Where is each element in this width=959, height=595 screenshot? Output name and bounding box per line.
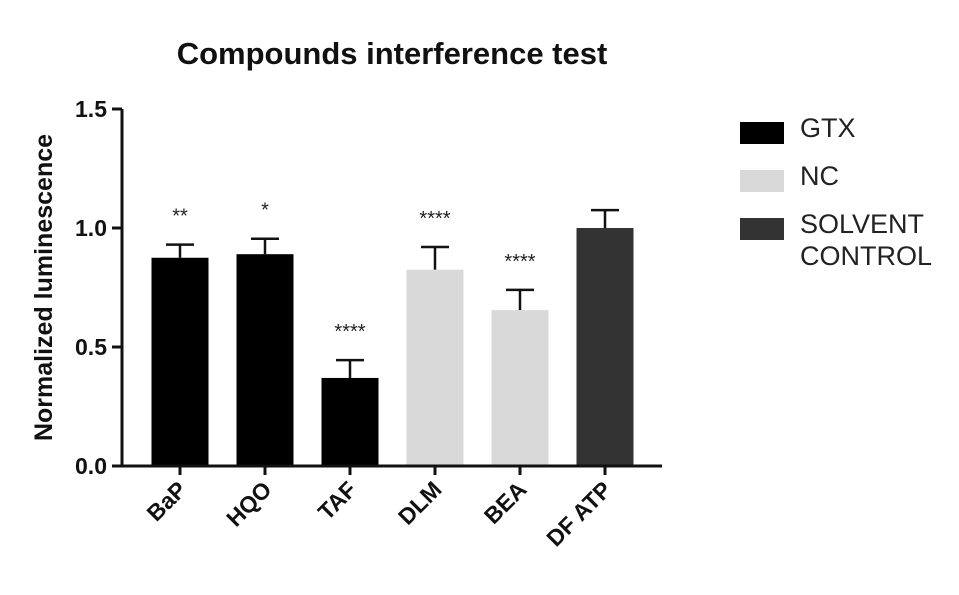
bar-taf — [321, 377, 379, 466]
legend-label: NC — [800, 161, 839, 191]
significance-hqo: * — [261, 200, 269, 222]
x-tick-label-bea: BEA — [479, 476, 532, 529]
x-tick-label-taf: TAF — [313, 476, 362, 525]
legend-swatch — [740, 122, 784, 144]
y-axis-label: Normalized luminescence — [30, 134, 58, 441]
legend-swatch — [740, 218, 784, 240]
x-tick-label-dlm: DLM — [393, 476, 447, 530]
y-tick-label: 0.5 — [75, 334, 107, 360]
significance-bap: ** — [172, 206, 188, 228]
legend-label: GTX — [800, 113, 856, 143]
bar-bap — [151, 257, 209, 466]
bar-bea — [491, 310, 549, 466]
x-tick-label-df-atp: DF ATP — [541, 476, 616, 551]
bar-df-atp — [576, 228, 634, 466]
x-tick-label-bap: BaP — [142, 476, 192, 526]
y-tick-label: 1.5 — [75, 96, 107, 122]
significance-dlm: **** — [419, 208, 450, 230]
bar-dlm — [406, 269, 464, 466]
bar-hqo — [236, 254, 294, 466]
significance-bea: **** — [504, 251, 535, 273]
y-tick-label: 0.0 — [75, 453, 107, 479]
x-tick-label-hqo: HQO — [221, 476, 276, 531]
chart-title: Compounds interference test — [177, 36, 608, 71]
legend-swatch — [740, 170, 784, 192]
legend-label: SOLVENT CONTROL — [800, 209, 933, 271]
significance-taf: **** — [334, 321, 365, 343]
y-tick-label: 1.0 — [75, 215, 107, 241]
